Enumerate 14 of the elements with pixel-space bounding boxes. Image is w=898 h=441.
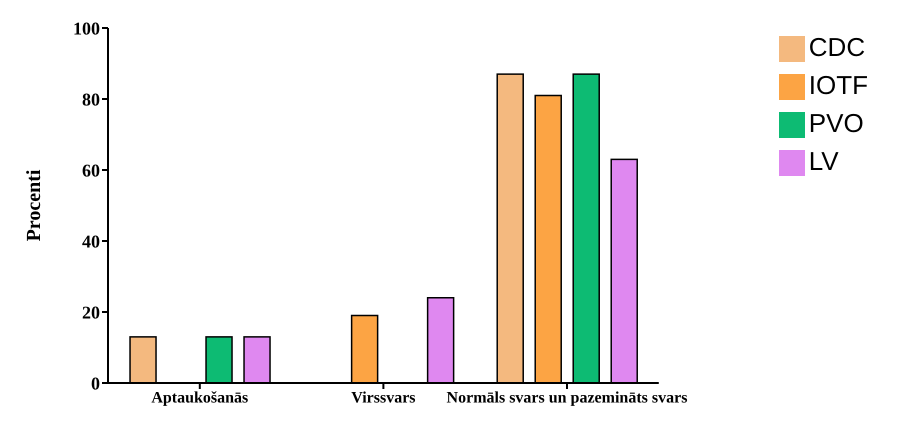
legend-label: LV: [808, 146, 839, 176]
y-tick-label: 100: [73, 18, 100, 38]
y-tick-label: 0: [91, 373, 100, 394]
y-tick-label: 60: [82, 160, 100, 180]
legend-label: IOTF: [808, 70, 868, 100]
x-tick-label: Normāls svars un pazemināts svars: [446, 389, 688, 406]
legend-label: PVO: [808, 108, 864, 138]
y-tick-label: 20: [82, 302, 100, 322]
y-tick-label: 80: [82, 89, 100, 110]
y-axis-title: Procenti: [23, 169, 46, 242]
legend-label: CDC: [808, 32, 866, 62]
x-tick-label: Virssvars: [351, 389, 416, 406]
x-tick-label: Aptaukošanās: [151, 389, 248, 406]
y-tick-label: 40: [82, 231, 100, 252]
